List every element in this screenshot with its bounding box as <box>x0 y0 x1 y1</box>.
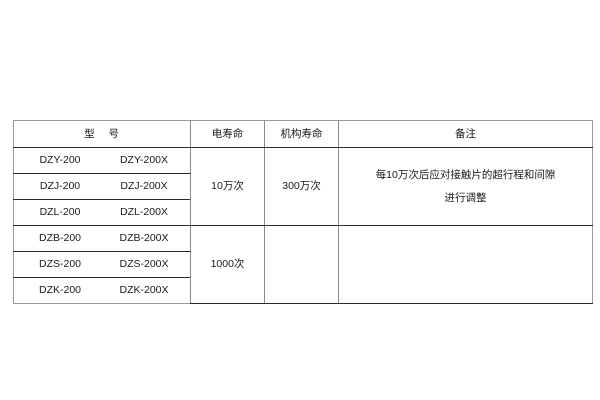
table-row: DZS-200 DZS-200X <box>13 251 593 278</box>
header-model-label: 型号 <box>84 128 120 140</box>
remarks-group-1: 每10万次后应对接触片的超行程和间隙 进行调整 <box>338 147 593 226</box>
model-code-a: DZL-200 <box>39 206 81 219</box>
header-cell-mechanical-life: 机构寿命 <box>264 120 339 148</box>
table-row: DZL-200 DZL-200X <box>13 199 593 226</box>
header-cell-model: 型号 <box>13 120 191 148</box>
header-cell-electrical-life: 电寿命 <box>190 120 265 148</box>
electrical-life-group-1: 10万次 <box>190 147 265 226</box>
model-cell: DZB-200 DZB-200X <box>13 225 191 252</box>
model-code-b: DZL-200X <box>120 206 168 219</box>
table-row: DZB-200 DZB-200X 1000次 <box>13 225 593 304</box>
remarks-group-2 <box>338 225 593 304</box>
model-cell: DZS-200 DZS-200X <box>13 251 191 278</box>
header-cell-remarks: 备注 <box>338 120 593 148</box>
model-cell: DZL-200 DZL-200X <box>13 199 191 226</box>
remarks-line-2: 进行调整 <box>444 192 487 204</box>
model-code-a: DZY-200 <box>39 154 81 167</box>
mechanical-life-group-1: 300万次 <box>264 147 339 226</box>
model-cell: DZK-200 DZK-200X <box>13 277 191 304</box>
model-code-b: DZK-200X <box>119 284 169 297</box>
model-cell: DZJ-200 DZJ-200X <box>13 173 191 200</box>
table-header-row: 型号 电寿命 机构寿命 备注 <box>13 120 593 148</box>
model-code-b: DZS-200X <box>119 258 169 271</box>
model-cell: DZY-200 DZY-200X <box>13 147 191 174</box>
model-code-b: DZB-200X <box>119 232 169 245</box>
relay-life-specification-table: 型号 电寿命 机构寿命 备注 DZY-200 DZY-200X 10万次 300… <box>13 120 593 304</box>
table-row: DZJ-200 DZJ-200X <box>13 173 593 200</box>
electrical-life-group-2: 1000次 <box>190 225 265 304</box>
model-code-b: DZJ-200X <box>120 180 168 193</box>
header-model-suffix: 号 <box>108 127 120 140</box>
model-code-a: DZK-200 <box>38 284 81 297</box>
model-code-b: DZY-200X <box>119 154 169 167</box>
model-code-a: DZS-200 <box>38 258 81 271</box>
mechanical-life-group-2 <box>264 225 339 304</box>
model-code-a: DZJ-200 <box>39 180 81 193</box>
model-code-a: DZB-200 <box>38 232 81 245</box>
remarks-line-1: 每10万次后应对接触片的超行程和间隙 <box>375 168 556 181</box>
table-row: DZY-200 DZY-200X 10万次 300万次 每10万次后应对接触片的… <box>13 147 593 226</box>
header-model-prefix: 型 <box>84 127 96 140</box>
table-row: DZK-200 DZK-200X <box>13 277 593 304</box>
